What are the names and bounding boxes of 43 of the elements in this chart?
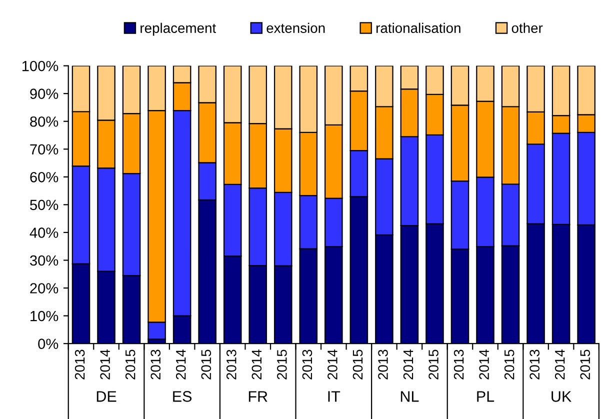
text: UK [552, 391, 572, 402]
x-tick-label: 2015 [504, 350, 514, 380]
text: IT [328, 391, 340, 402]
legend-label: other [512, 22, 543, 33]
x-tick-label: 2013 [302, 350, 312, 380]
y-tick-label: 40% [30, 228, 58, 238]
x-tick-label: 2013 [226, 350, 236, 380]
y-tick-label: 10% [30, 310, 58, 322]
y-tick-label: 100% [22, 60, 58, 72]
x-tick-label: 2014 [328, 350, 338, 380]
y-tick-label: 70% [30, 144, 58, 155]
x-tick-label: 2013 [150, 350, 161, 380]
y-tick-label: 60% [30, 172, 58, 182]
text: DE [96, 391, 116, 402]
x-tick-label: 2015 [125, 350, 136, 380]
legend-label: rationalisation [376, 22, 460, 33]
x-tick-label: 2013 [74, 350, 85, 380]
y-tick-label: 80% [30, 116, 58, 127]
x-tick-label: 2015 [428, 350, 438, 380]
text: NL [400, 391, 419, 402]
x-tick-label: 2015 [352, 350, 363, 380]
y-tick-label: 20% [30, 283, 58, 294]
x-tick-label: 2014 [252, 350, 262, 380]
y-tick-label: 90% [30, 88, 58, 99]
x-tick-label: 2013 [378, 350, 388, 380]
text: ES [173, 391, 192, 402]
x-tick-label: 2014 [403, 350, 414, 380]
text: PL [477, 391, 494, 402]
x-tick-label: 2013 [530, 350, 540, 380]
legend-label: extension [266, 22, 325, 33]
y-tick-label: 50% [30, 200, 58, 210]
x-tick-label: 2014 [554, 350, 565, 380]
legend-label: replacement [140, 22, 216, 36]
x-tick-label: 2015 [277, 350, 287, 380]
text: FR [248, 391, 268, 402]
x-tick-label: 2013 [454, 350, 464, 380]
x-tick-label: 2014 [176, 350, 186, 380]
x-tick-label: 2014 [479, 350, 489, 380]
y-tick-label: 0% [38, 338, 58, 350]
y-tick-label: 30% [30, 255, 58, 266]
x-tick-label: 2014 [100, 350, 110, 380]
x-tick-label: 2015 [580, 350, 590, 380]
x-tick-label: 2015 [201, 350, 212, 380]
